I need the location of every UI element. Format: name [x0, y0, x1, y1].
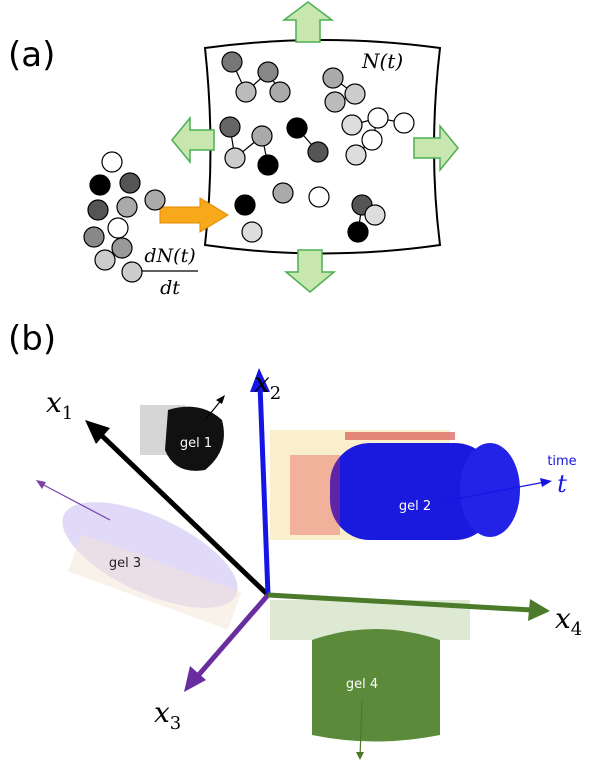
particle	[309, 187, 329, 207]
particle	[108, 218, 128, 238]
particle	[365, 205, 385, 225]
particle	[348, 222, 368, 242]
particle	[84, 227, 104, 247]
particle	[236, 82, 256, 102]
particle	[117, 197, 137, 217]
particle	[258, 155, 278, 175]
particle	[362, 130, 382, 150]
particle	[220, 117, 240, 137]
gel-2	[270, 430, 520, 540]
particle	[112, 238, 132, 258]
particle	[95, 250, 115, 270]
particle	[222, 52, 242, 72]
axis-label: x1	[46, 386, 73, 424]
gel-1	[140, 395, 225, 471]
gel-label: gel 4	[346, 677, 378, 692]
figure: (a) N(t) dN(t) dt (b)	[0, 0, 601, 768]
particle	[145, 190, 165, 210]
particle	[325, 92, 345, 112]
rate-numerator: dN(t)	[144, 245, 195, 267]
particle	[102, 152, 122, 172]
time-arrowhead	[540, 478, 552, 487]
particle	[120, 173, 140, 193]
time-symbol: t	[557, 470, 567, 498]
particle	[308, 142, 328, 162]
particle	[270, 82, 290, 102]
gel-label: gel 3	[109, 556, 141, 571]
particle	[90, 175, 110, 195]
gel-label: gel 2	[399, 499, 431, 514]
molecules	[84, 52, 414, 282]
time-word: time	[547, 454, 576, 469]
population-label: N(t)	[361, 49, 403, 73]
page: (a) N(t) dN(t) dt (b)	[0, 0, 601, 768]
particle	[287, 118, 307, 138]
particle	[235, 195, 255, 215]
particle	[394, 113, 414, 133]
panel-label: (b)	[8, 319, 56, 359]
particle	[346, 145, 366, 165]
particle	[258, 62, 278, 82]
particle	[342, 115, 362, 135]
particle	[122, 262, 142, 282]
axis-label: x2	[254, 366, 281, 404]
particle	[323, 68, 343, 88]
particle	[345, 84, 365, 104]
particle	[273, 183, 293, 203]
particle	[88, 200, 108, 220]
particle	[252, 126, 272, 146]
panel-label: (a)	[8, 35, 55, 75]
gel-3	[36, 480, 252, 630]
particle	[368, 108, 388, 128]
inflow-arrow	[160, 198, 228, 232]
particle	[225, 148, 245, 168]
axis-label: x3	[154, 696, 181, 734]
axis-label: x4	[555, 602, 582, 640]
rate-denominator: dt	[160, 277, 180, 299]
particle	[242, 222, 262, 242]
gel-label: gel 1	[180, 436, 212, 451]
